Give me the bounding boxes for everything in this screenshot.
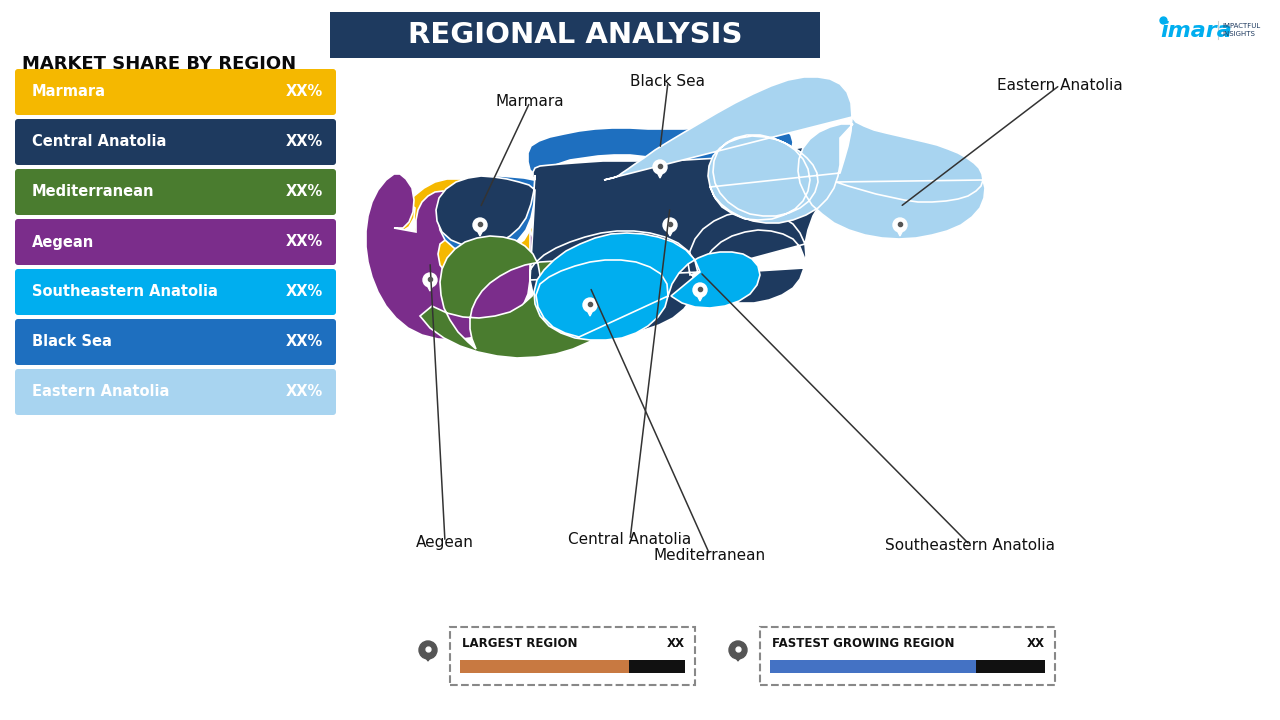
Text: Eastern Anatolia: Eastern Anatolia — [997, 78, 1123, 92]
FancyBboxPatch shape — [15, 119, 335, 165]
Text: XX: XX — [1027, 636, 1044, 649]
Text: Marmara: Marmara — [495, 94, 564, 109]
Polygon shape — [731, 650, 745, 661]
Circle shape — [663, 218, 677, 232]
Text: Mediterranean: Mediterranean — [32, 184, 155, 199]
FancyBboxPatch shape — [460, 660, 628, 673]
FancyBboxPatch shape — [15, 169, 335, 215]
Text: FASTEST GROWING REGION: FASTEST GROWING REGION — [772, 636, 955, 649]
Text: Black Sea: Black Sea — [631, 74, 705, 89]
Polygon shape — [436, 146, 840, 334]
Text: XX%: XX% — [285, 184, 323, 199]
Polygon shape — [604, 77, 986, 239]
FancyBboxPatch shape — [15, 369, 335, 415]
Polygon shape — [534, 233, 760, 340]
FancyBboxPatch shape — [771, 660, 977, 673]
Circle shape — [582, 298, 596, 312]
FancyBboxPatch shape — [977, 660, 1044, 673]
Text: XX%: XX% — [285, 135, 323, 150]
Text: IMPACTFUL
INSIGHTS: IMPACTFUL INSIGHTS — [1222, 23, 1261, 37]
Text: Southeastern Anatolia: Southeastern Anatolia — [884, 538, 1055, 552]
Circle shape — [730, 641, 748, 659]
Circle shape — [692, 283, 707, 297]
Text: MARKET SHARE BY REGION: MARKET SHARE BY REGION — [22, 55, 296, 73]
Text: XX%: XX% — [285, 235, 323, 250]
Polygon shape — [425, 280, 435, 291]
Text: Central Anatolia: Central Anatolia — [32, 135, 166, 150]
FancyBboxPatch shape — [760, 627, 1055, 685]
FancyBboxPatch shape — [15, 69, 335, 115]
Polygon shape — [695, 290, 705, 301]
FancyBboxPatch shape — [15, 219, 335, 265]
Polygon shape — [585, 305, 595, 316]
FancyBboxPatch shape — [15, 319, 335, 365]
Polygon shape — [438, 121, 794, 255]
Circle shape — [474, 218, 486, 232]
Text: imara: imara — [1160, 21, 1231, 41]
Circle shape — [893, 218, 908, 232]
Text: REGIONAL ANALYSIS: REGIONAL ANALYSIS — [408, 21, 742, 49]
Polygon shape — [394, 204, 415, 232]
Text: XX%: XX% — [285, 84, 323, 99]
Circle shape — [653, 160, 667, 174]
Text: Central Anatolia: Central Anatolia — [568, 533, 691, 547]
Text: XX%: XX% — [285, 335, 323, 349]
FancyBboxPatch shape — [451, 627, 695, 685]
Polygon shape — [664, 225, 676, 236]
Text: LARGEST REGION: LARGEST REGION — [462, 636, 577, 649]
Polygon shape — [366, 174, 532, 340]
FancyBboxPatch shape — [15, 269, 335, 315]
Text: Black Sea: Black Sea — [32, 335, 111, 349]
Polygon shape — [421, 650, 435, 661]
Circle shape — [419, 641, 436, 659]
Polygon shape — [394, 175, 535, 300]
Polygon shape — [895, 225, 905, 236]
Text: Eastern Anatolia: Eastern Anatolia — [32, 384, 169, 400]
Text: Marmara: Marmara — [32, 84, 106, 99]
Polygon shape — [475, 225, 485, 236]
Polygon shape — [654, 167, 666, 178]
Text: Aegean: Aegean — [32, 235, 95, 250]
Text: XX%: XX% — [285, 284, 323, 300]
Polygon shape — [420, 236, 623, 358]
Text: XX: XX — [667, 636, 685, 649]
Text: Mediterranean: Mediterranean — [654, 547, 765, 562]
Circle shape — [422, 273, 436, 287]
Text: Aegean: Aegean — [416, 534, 474, 549]
Text: XX%: XX% — [285, 384, 323, 400]
FancyBboxPatch shape — [628, 660, 685, 673]
FancyBboxPatch shape — [330, 12, 820, 58]
Text: Southeastern Anatolia: Southeastern Anatolia — [32, 284, 218, 300]
